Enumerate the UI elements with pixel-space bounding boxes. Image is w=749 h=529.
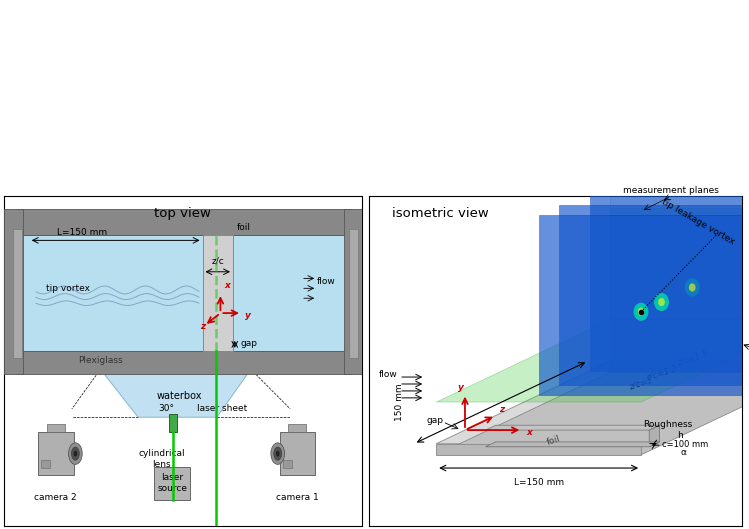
Bar <box>37 432 73 475</box>
Bar <box>202 235 233 351</box>
Bar <box>41 460 50 469</box>
Ellipse shape <box>689 284 696 291</box>
Text: z: z <box>500 405 505 414</box>
Ellipse shape <box>685 278 700 297</box>
Text: L=150 mm: L=150 mm <box>514 478 564 487</box>
Text: top view: top view <box>154 207 211 220</box>
Text: x: x <box>224 281 230 290</box>
Text: L=150 mm: L=150 mm <box>58 228 108 237</box>
Bar <box>349 229 358 358</box>
Text: foil: foil <box>546 434 562 448</box>
Bar <box>154 467 190 500</box>
Polygon shape <box>560 205 749 385</box>
Text: flow: flow <box>317 277 336 286</box>
Text: flow: flow <box>378 370 397 379</box>
Bar <box>283 460 292 469</box>
Bar <box>13 229 22 358</box>
Ellipse shape <box>654 293 669 311</box>
Bar <box>46 424 64 432</box>
Polygon shape <box>610 195 749 361</box>
Text: y: y <box>458 384 464 393</box>
Bar <box>344 209 362 375</box>
Polygon shape <box>649 425 659 447</box>
Text: Roughness: Roughness <box>643 420 693 429</box>
Bar <box>18 351 351 375</box>
Bar <box>22 235 348 351</box>
Polygon shape <box>590 190 749 371</box>
Ellipse shape <box>637 308 644 316</box>
Text: Plexiglass: Plexiglass <box>78 355 123 364</box>
Polygon shape <box>437 444 641 455</box>
Text: 150 mm: 150 mm <box>395 384 404 421</box>
Text: tip vortex: tip vortex <box>46 284 90 293</box>
Text: foil: foil <box>237 223 251 232</box>
Polygon shape <box>610 208 749 320</box>
Bar <box>288 424 306 432</box>
Text: 30°: 30° <box>159 405 175 414</box>
Ellipse shape <box>271 443 285 464</box>
Text: h: h <box>677 431 683 440</box>
Text: z/c=1.2: z/c=1.2 <box>645 363 679 382</box>
Polygon shape <box>641 195 749 444</box>
Bar <box>22 351 348 369</box>
Text: laser
source: laser source <box>157 473 187 494</box>
Text: laser sheet: laser sheet <box>197 405 247 414</box>
Text: camera 1: camera 1 <box>276 493 319 503</box>
Polygon shape <box>539 215 744 395</box>
Polygon shape <box>100 369 251 417</box>
Text: z/c=1: z/c=1 <box>628 376 654 392</box>
Polygon shape <box>485 442 659 447</box>
Bar <box>279 432 315 475</box>
Text: tip leakage vortex: tip leakage vortex <box>660 198 736 247</box>
Ellipse shape <box>69 443 82 464</box>
Text: z: z <box>200 322 205 331</box>
Text: waterbox: waterbox <box>157 391 202 401</box>
Text: c=100 mm: c=100 mm <box>662 440 708 449</box>
Bar <box>4 209 23 375</box>
Text: z/c: z/c <box>211 256 224 265</box>
Polygon shape <box>610 361 749 372</box>
Ellipse shape <box>276 451 279 457</box>
Ellipse shape <box>634 303 649 321</box>
Ellipse shape <box>658 298 665 306</box>
Text: y: y <box>246 311 252 320</box>
Ellipse shape <box>71 447 79 460</box>
Text: isometric view: isometric view <box>392 207 488 220</box>
Text: cylindrical
lens: cylindrical lens <box>138 449 185 469</box>
Ellipse shape <box>73 451 77 457</box>
Polygon shape <box>437 372 749 455</box>
Text: gap: gap <box>427 416 443 425</box>
Text: α: α <box>681 448 687 457</box>
Ellipse shape <box>274 447 282 460</box>
Text: measurement planes: measurement planes <box>623 186 719 195</box>
Text: camera 2: camera 2 <box>34 493 77 503</box>
Text: z/c=1.5: z/c=1.5 <box>676 349 709 368</box>
Bar <box>169 414 177 432</box>
Polygon shape <box>437 361 749 444</box>
Text: x: x <box>526 428 532 437</box>
Polygon shape <box>485 425 659 430</box>
Text: gap: gap <box>240 339 257 349</box>
Bar <box>18 209 351 235</box>
Polygon shape <box>437 320 749 402</box>
